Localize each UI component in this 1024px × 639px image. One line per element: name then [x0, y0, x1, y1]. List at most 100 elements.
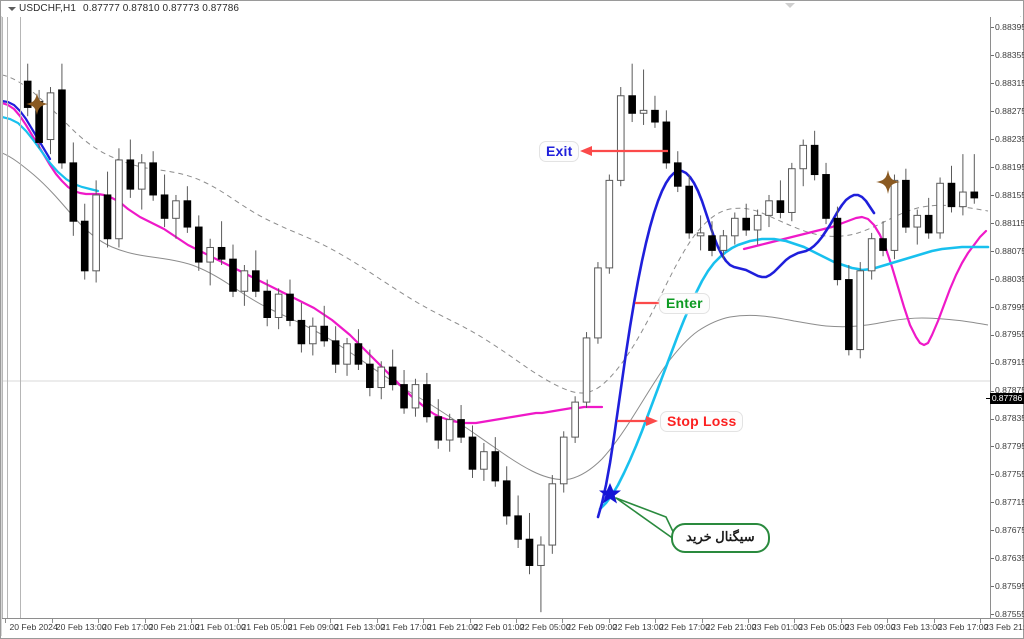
- candlestick: [902, 168, 910, 233]
- price-tick: 0.88115: [991, 218, 1024, 229]
- candlestick: [388, 349, 397, 391]
- time-tick: 22 Feb 01:00: [473, 622, 525, 632]
- time-axis[interactable]: 20 Feb 2024 20 Feb 13:00 20 Feb 17:00 20 Fe…: [2, 618, 1024, 638]
- candlestick: [434, 399, 443, 449]
- candlestick: [708, 221, 716, 257]
- sparkle-icon: [26, 93, 48, 115]
- time-tick-sep: [423, 619, 425, 623]
- candlestick: [936, 177, 944, 239]
- candlestick: [274, 288, 283, 330]
- ma-magenta-line: [2, 101, 604, 425]
- candlestick: [594, 262, 602, 344]
- candlestick: [400, 370, 408, 414]
- candlestick: [445, 413, 454, 452]
- price-tick: 0.87835: [991, 413, 1024, 424]
- price-tick: 0.88075: [991, 246, 1024, 257]
- time-tick: 21 Feb 17:00: [380, 622, 432, 632]
- ma-cyan-line: [598, 237, 990, 511]
- candlestick: [343, 337, 351, 376]
- current-price-tick: [986, 398, 991, 399]
- exit-arrow: [580, 146, 668, 156]
- candlestick: [753, 209, 762, 245]
- candlestick: [765, 194, 773, 228]
- price-tick: 0.88235: [991, 134, 1024, 145]
- time-tick-sep: [191, 619, 193, 623]
- time-tick-sep: [748, 619, 750, 623]
- candlestick: [970, 154, 979, 204]
- time-tick-sep: [469, 619, 471, 623]
- price-tick: 0.87675: [991, 525, 1024, 536]
- candlestick: [628, 63, 636, 123]
- time-tick: 21 Feb 13:00: [334, 622, 385, 632]
- buy-signal-callout[interactable]: سیگنال خرید: [671, 523, 770, 553]
- candlestick: [662, 110, 671, 169]
- triangle-down-icon: [785, 3, 795, 8]
- time-tick: 23 Feb 05:00: [798, 622, 850, 632]
- candlestick: [730, 212, 739, 245]
- time-tick: 20 Feb 21:00: [148, 622, 200, 632]
- candlestick: [206, 238, 214, 286]
- candlestick: [879, 221, 887, 257]
- candlestick: [80, 203, 89, 280]
- symbol-title: USDCHF,H1: [19, 3, 77, 14]
- candlestick: [457, 405, 465, 443]
- candlestick: [297, 302, 306, 353]
- candlestick: [525, 512, 534, 575]
- candlestick: [810, 130, 819, 181]
- price-tick: 0.87635: [991, 553, 1024, 564]
- chevron-down-icon[interactable]: [5, 3, 19, 15]
- candlestick: [845, 264, 853, 356]
- time-tick: 23 Feb 13:00: [891, 622, 942, 632]
- candlestick: [309, 317, 317, 356]
- price-tick: 0.88395: [991, 22, 1024, 33]
- envelope-upper-band: [2, 74, 989, 394]
- enter-label[interactable]: Enter: [659, 293, 710, 314]
- exit-label[interactable]: Exit: [539, 141, 580, 162]
- time-tick-sep: [376, 619, 378, 623]
- chart-plot-area[interactable]: Exit Enter Stop Loss سیگنال خرید: [2, 17, 990, 618]
- time-tick-sep: [562, 619, 564, 623]
- candlestick-series: [23, 63, 979, 613]
- candlestick: [69, 142, 78, 236]
- candlestick: [833, 206, 842, 286]
- candlestick: [92, 180, 100, 283]
- candlestick: [126, 139, 135, 198]
- candlestick: [947, 165, 956, 213]
- candlestick: [548, 475, 557, 554]
- candlestick: [331, 326, 340, 373]
- candlestick: [160, 174, 169, 228]
- time-tick: 23 Feb 17:00: [937, 622, 989, 632]
- price-tick: 0.87595: [991, 581, 1024, 592]
- price-axis[interactable]: 0.88395 0.88355 0.88315 0.88275 0.88235 0.881…: [986, 17, 1024, 639]
- candlestick: [172, 194, 180, 239]
- stop-loss-label[interactable]: Stop Loss: [660, 411, 744, 432]
- time-tick: 22 Feb 21:00: [705, 622, 757, 632]
- price-tick: 0.88195: [991, 162, 1024, 173]
- time-tick: 22 Feb 09:00: [566, 622, 618, 632]
- time-tick: 23 Feb 09:00: [844, 622, 896, 632]
- candlestick: [423, 372, 431, 423]
- time-tick-sep: [701, 619, 703, 623]
- candlestick: [377, 361, 386, 400]
- candlestick: [571, 396, 579, 443]
- candlestick: [286, 279, 294, 327]
- time-tick: 23 Feb 01:00: [752, 622, 803, 632]
- candlestick: [924, 197, 933, 239]
- price-tick: 0.87715: [991, 497, 1024, 508]
- ohlc-quote-values: 0.87777 0.87810 0.87773 0.87786: [83, 3, 240, 14]
- time-tick-sep: [237, 619, 239, 623]
- candlestick: [742, 203, 751, 236]
- candlestick: [23, 63, 32, 117]
- price-tick: 0.87955: [991, 329, 1024, 340]
- candlestick: [514, 495, 522, 548]
- candlestick: [673, 151, 682, 193]
- candlestick: [719, 229, 728, 260]
- time-tick-sep: [980, 619, 982, 623]
- candlestick: [913, 209, 922, 245]
- candlestick: [320, 305, 329, 347]
- candlestick: [468, 425, 477, 478]
- time-tick-sep: [840, 619, 842, 623]
- candlestick: [58, 63, 66, 169]
- candlestick: [366, 349, 374, 397]
